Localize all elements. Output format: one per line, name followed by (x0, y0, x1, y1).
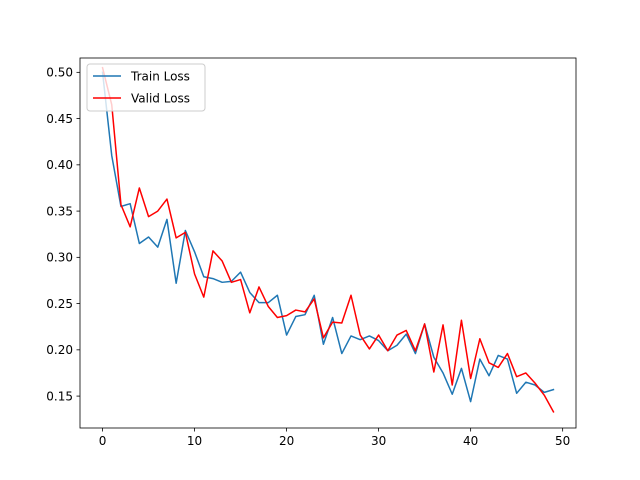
axes-frame (79, 57, 577, 429)
y-tick-label: 0.35 (46, 204, 73, 218)
y-tick-label: 0.20 (46, 343, 73, 357)
series-line-valid-loss (101, 66, 555, 413)
y-tick-label: 0.50 (46, 66, 73, 80)
x-tick-label: 30 (371, 434, 386, 448)
x-tick-label: 10 (187, 434, 202, 448)
y-tick-label: 0.30 (46, 251, 73, 265)
y-tick-label: 0.15 (46, 389, 73, 403)
legend-label-train-loss: Train Loss (130, 70, 190, 84)
y-tick-label: 0.40 (46, 158, 73, 172)
x-tick-label: 0 (99, 434, 107, 448)
y-tick-label: 0.45 (46, 112, 73, 126)
y-tick-label: 0.25 (46, 297, 73, 311)
legend: Train Loss Valid Loss (86, 63, 206, 112)
plot-area (101, 66, 555, 413)
legend-label-valid-loss: Valid Loss (131, 92, 190, 106)
axes: 0 10 20 30 40 50 0.15 0.20 0.25 0.30 0.35 0.40 0.45 0… (46, 57, 577, 448)
x-tick-label: 50 (555, 434, 570, 448)
series-layer (101, 66, 555, 413)
x-tick-label: 20 (279, 434, 294, 448)
x-tick-label: 40 (463, 434, 478, 448)
